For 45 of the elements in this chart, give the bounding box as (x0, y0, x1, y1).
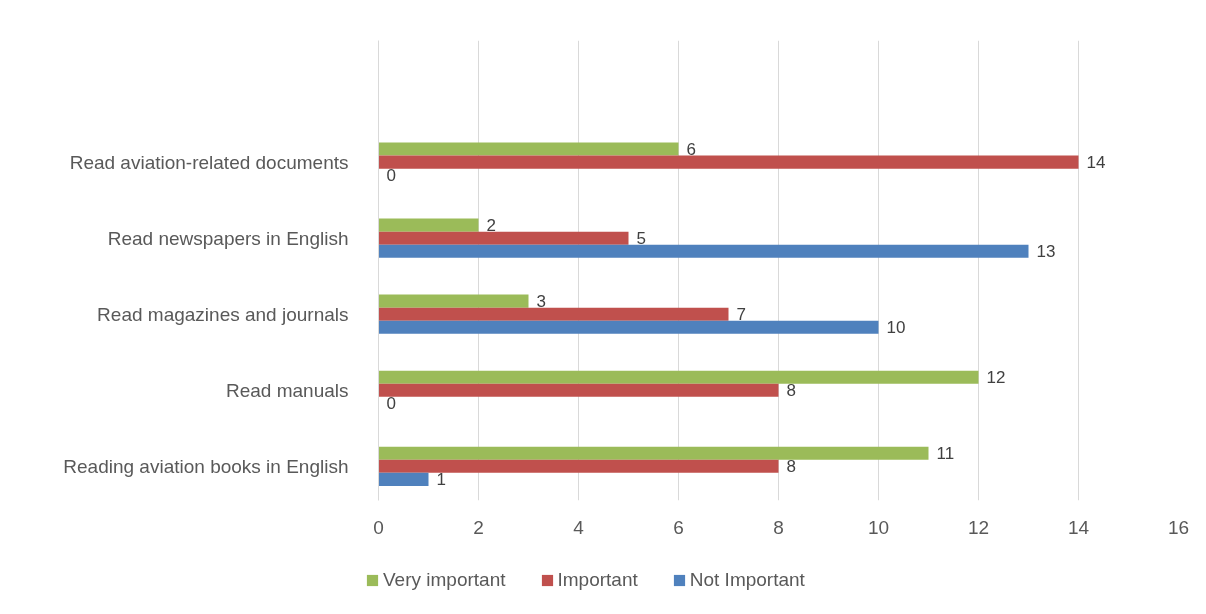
y-tick-label: Reading aviation books in English (63, 455, 349, 477)
bar (378, 218, 479, 232)
y-tick-label: Read aviation-related documents (69, 151, 349, 173)
legend-label: Very important (383, 569, 506, 591)
x-tick-label: 12 (967, 516, 990, 538)
bar (378, 320, 879, 334)
data-label: 11 (936, 444, 955, 464)
y-tick-label: Read manuals (225, 379, 349, 401)
data-label: 0 (386, 166, 396, 186)
bar (378, 459, 779, 473)
data-label: 0 (386, 394, 396, 414)
data-label: 7 (736, 305, 746, 325)
bar (378, 383, 779, 397)
data-label: 8 (786, 381, 796, 401)
data-label: 3 (536, 292, 546, 312)
data-label: 12 (986, 368, 1006, 388)
y-tick-label: Read magazines and journals (97, 303, 349, 325)
data-label: 14 (1086, 153, 1106, 173)
y-tick-label: Read newspapers in English (107, 227, 349, 249)
x-tick-label: 8 (773, 516, 784, 538)
data-label: 5 (636, 229, 646, 249)
data-label: 2 (486, 216, 496, 236)
legend-label: Important (557, 569, 638, 591)
bar (378, 294, 529, 308)
bar (378, 370, 979, 384)
x-tick-label: 4 (573, 516, 585, 538)
bar (378, 472, 429, 486)
x-tick-label: 6 (673, 516, 684, 538)
x-tick-label: 14 (1067, 516, 1090, 538)
x-tick-label: 0 (373, 516, 384, 538)
bar (378, 142, 679, 156)
data-label: 1 (436, 470, 446, 490)
bar (378, 155, 1079, 169)
data-label: 10 (886, 318, 906, 338)
x-tick-label: 10 (867, 516, 890, 538)
bar (378, 307, 729, 321)
x-tick-label: 16 (1167, 516, 1190, 538)
bar (378, 231, 629, 245)
bar (378, 244, 1029, 258)
data-label: 6 (686, 140, 696, 160)
data-label: 13 (1036, 242, 1056, 262)
bar (378, 446, 929, 460)
legend-label: Not Important (689, 569, 805, 591)
x-tick-label: 2 (473, 516, 484, 538)
data-label: 8 (786, 457, 796, 477)
